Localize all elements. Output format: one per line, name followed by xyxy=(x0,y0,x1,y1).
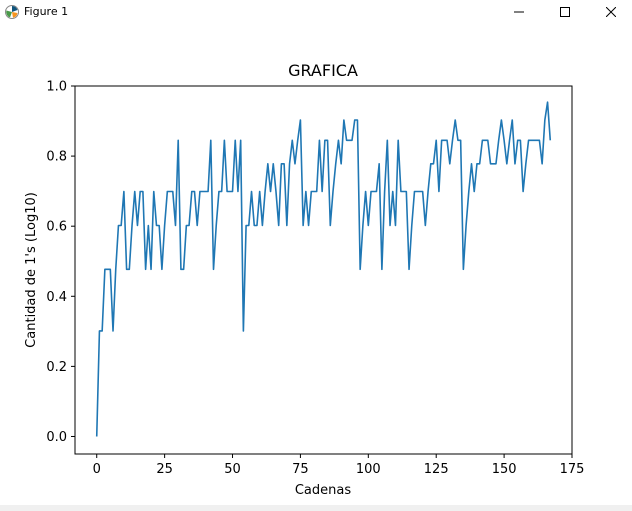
close-icon xyxy=(606,7,616,17)
matplotlib-icon xyxy=(5,5,19,19)
window-title: Figure 1 xyxy=(24,5,69,18)
minimize-button[interactable] xyxy=(496,0,542,24)
x-tick-label: 150 xyxy=(492,462,517,477)
x-axis-label: Cadenas xyxy=(295,483,351,498)
x-tick-label: 100 xyxy=(356,462,381,477)
x-tick-label: 75 xyxy=(292,462,309,477)
y-tick-label: 0.6 xyxy=(46,220,67,235)
x-tick-label: 0 xyxy=(93,462,101,477)
y-tick-label: 0.8 xyxy=(46,150,67,165)
plot-frame xyxy=(74,85,573,455)
minimize-icon xyxy=(514,11,524,13)
y-tick-label: 0.4 xyxy=(46,290,67,305)
x-tick-label: 125 xyxy=(424,462,449,477)
window-titlebar: Figure 1 xyxy=(0,0,632,24)
line-chart: GRAFICA 0.0 0.2 0.4 0.6 0.8 1.0 0 25 50 75 100 125… xyxy=(24,61,585,498)
x-tick-label: 25 xyxy=(156,462,173,477)
x-tick-label: 50 xyxy=(224,462,241,477)
maximize-icon xyxy=(560,7,570,17)
y-tick-label: 1.0 xyxy=(46,80,67,95)
y-tick-label: 0.0 xyxy=(46,430,67,445)
figure-canvas: GRAFICA 0.0 0.2 0.4 0.6 0.8 1.0 0 25 50 75 100 125… xyxy=(0,24,632,505)
close-button[interactable] xyxy=(588,0,632,24)
y-tick-label: 0.2 xyxy=(46,360,67,375)
window-bottom-edge xyxy=(0,505,632,511)
maximize-button[interactable] xyxy=(542,0,588,24)
x-tick-label: 175 xyxy=(560,462,585,477)
y-axis-label: Cantidad de 1's (Log10) xyxy=(24,192,39,348)
series-line xyxy=(95,101,552,437)
chart-title: GRAFICA xyxy=(288,61,358,80)
